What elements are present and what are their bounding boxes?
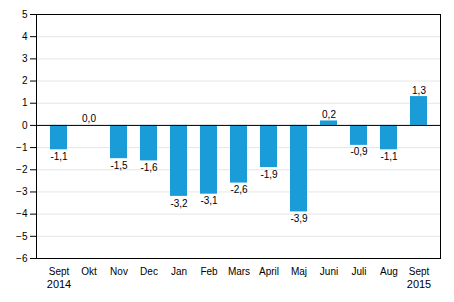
svg-text:Juni: Juni <box>320 266 338 277</box>
svg-text:Feb: Feb <box>200 266 218 277</box>
svg-text:4: 4 <box>22 31 28 42</box>
svg-text:3: 3 <box>22 53 28 64</box>
svg-text:-3,2: -3,2 <box>170 197 188 208</box>
svg-text:Okt: Okt <box>81 266 97 277</box>
svg-text:1,3: 1,3 <box>412 85 426 96</box>
svg-text:Dec: Dec <box>140 266 158 277</box>
svg-text:Jan: Jan <box>171 266 187 277</box>
svg-text:2014: 2014 <box>47 278 71 290</box>
svg-text:0: 0 <box>22 120 28 131</box>
svg-text:−4: −4 <box>16 208 28 219</box>
svg-text:Aug: Aug <box>380 266 398 277</box>
svg-text:-1,9: -1,9 <box>260 169 278 180</box>
svg-text:April: April <box>259 266 279 277</box>
svg-text:-3,9: -3,9 <box>290 213 308 224</box>
svg-text:-1,6: -1,6 <box>140 162 158 173</box>
svg-text:Nov: Nov <box>110 266 128 277</box>
svg-text:Sept: Sept <box>409 266 430 277</box>
svg-text:−2: −2 <box>16 164 28 175</box>
svg-text:-3,1: -3,1 <box>200 195 218 206</box>
svg-text:Sept: Sept <box>49 266 70 277</box>
svg-text:-1,1: -1,1 <box>380 151 398 162</box>
svg-text:−3: −3 <box>16 186 28 197</box>
svg-text:0,2: 0,2 <box>322 109 336 120</box>
svg-text:Maj: Maj <box>291 266 307 277</box>
svg-text:-2,6: -2,6 <box>230 184 248 195</box>
svg-text:Juli: Juli <box>351 266 366 277</box>
svg-text:5: 5 <box>22 9 28 20</box>
svg-text:−6: −6 <box>16 253 28 264</box>
svg-text:2: 2 <box>22 75 28 86</box>
svg-text:-1,5: -1,5 <box>110 160 128 171</box>
svg-text:−5: −5 <box>16 231 28 242</box>
svg-text:-0,9: -0,9 <box>350 146 368 157</box>
svg-text:1: 1 <box>22 97 28 108</box>
svg-text:-1,1: -1,1 <box>50 151 68 162</box>
svg-text:Mars: Mars <box>228 266 250 277</box>
svg-text:−1: −1 <box>16 142 28 153</box>
svg-text:2015: 2015 <box>407 278 431 290</box>
svg-text:0,0: 0,0 <box>82 113 96 124</box>
